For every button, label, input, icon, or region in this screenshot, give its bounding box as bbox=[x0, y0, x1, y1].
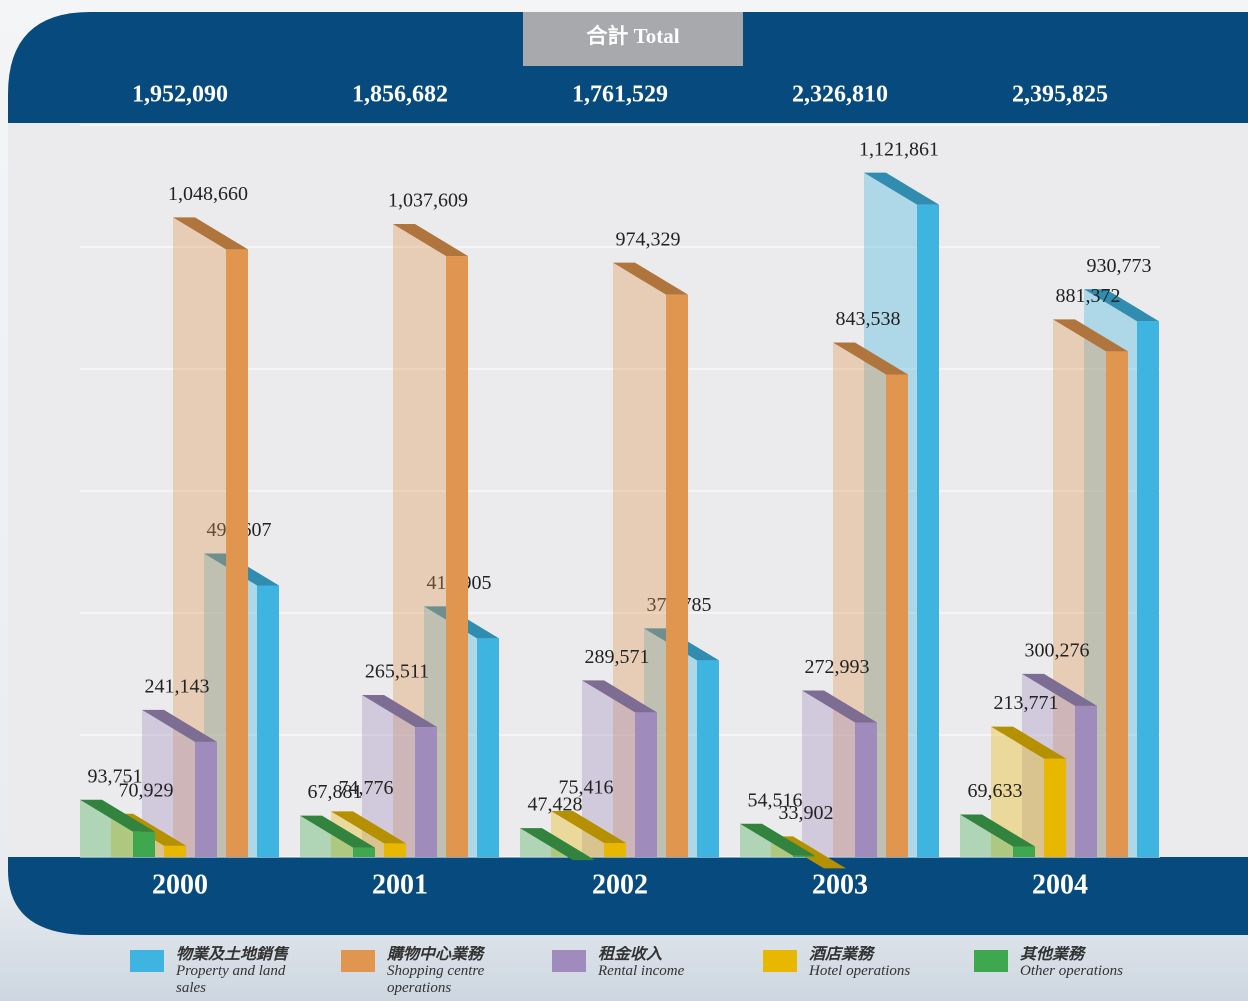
value-label: 93,751 bbox=[88, 765, 143, 787]
value-label: 47,428 bbox=[528, 794, 583, 816]
x-tick-label: 2004 bbox=[1032, 869, 1088, 900]
bar-side bbox=[635, 712, 657, 857]
page: 合計 Total 497,607410,905374,7851,121,8619… bbox=[0, 0, 1248, 1001]
legend-swatch bbox=[130, 950, 164, 972]
legend-label-en: Rental income bbox=[598, 963, 718, 980]
bar-side bbox=[1106, 351, 1128, 857]
legend-label: 購物中心業務 bbox=[387, 946, 507, 963]
total-label: 2,395,825 bbox=[1012, 82, 1108, 108]
value-label: 843,538 bbox=[836, 308, 901, 330]
bar-side bbox=[384, 843, 406, 857]
value-label: 241,143 bbox=[145, 675, 210, 697]
value-label: 930,773 bbox=[1087, 255, 1152, 277]
bar-side bbox=[666, 295, 688, 857]
bar-side bbox=[446, 256, 468, 857]
bar-side bbox=[1044, 759, 1066, 857]
legend-text: 酒店業務Hotel operations bbox=[809, 946, 929, 980]
bar-side bbox=[353, 848, 375, 857]
bar-side bbox=[855, 722, 877, 857]
legend-swatch bbox=[974, 950, 1008, 972]
total-label: 1,952,090 bbox=[132, 82, 228, 108]
legend-label: 租金收入 bbox=[598, 946, 718, 963]
legend-label-en: Other operations bbox=[1020, 963, 1140, 980]
chart-title: 合計 Total bbox=[586, 24, 679, 48]
bar-side bbox=[1137, 321, 1159, 857]
bar-side bbox=[257, 585, 279, 857]
legend-item: 租金收入Rental income bbox=[552, 946, 752, 1001]
value-label: 54,516 bbox=[748, 789, 803, 811]
value-label: 1,037,609 bbox=[388, 190, 468, 212]
x-tick-label: 2001 bbox=[372, 869, 428, 900]
legend-swatch bbox=[763, 950, 797, 972]
value-label: 300,276 bbox=[1025, 639, 1090, 661]
bar-side bbox=[1013, 847, 1035, 857]
value-label: 881,372 bbox=[1056, 285, 1121, 307]
value-label: 974,329 bbox=[616, 228, 681, 250]
bar-side bbox=[697, 660, 719, 857]
legend-label: 酒店業務 bbox=[809, 946, 929, 963]
legend-label: 其他業務 bbox=[1020, 946, 1140, 963]
legend-label-en: Shopping centre operations bbox=[387, 963, 507, 997]
bar-side bbox=[1075, 706, 1097, 857]
value-label: 213,771 bbox=[994, 692, 1059, 714]
legend-swatch bbox=[552, 950, 586, 972]
bar-side bbox=[164, 846, 186, 857]
value-label: 69,633 bbox=[968, 780, 1023, 802]
bar-side bbox=[604, 843, 626, 857]
legend-swatch bbox=[341, 950, 375, 972]
value-label: 1,121,861 bbox=[859, 138, 939, 160]
bar-side bbox=[226, 249, 248, 857]
legend-label: 物業及土地銷售 bbox=[176, 946, 296, 963]
x-tick-label: 2003 bbox=[812, 869, 868, 900]
bar-side bbox=[195, 742, 217, 857]
x-tick-label: 2000 bbox=[152, 869, 208, 900]
legend-label-en: Hotel operations bbox=[809, 963, 929, 980]
value-label: 272,993 bbox=[805, 656, 870, 678]
bar-side bbox=[886, 374, 908, 857]
bar-side bbox=[415, 727, 437, 857]
bar-side bbox=[793, 856, 815, 857]
chart: 合計 Total 497,607410,905374,7851,121,8619… bbox=[0, 0, 1248, 1001]
bar-side bbox=[917, 205, 939, 857]
bar-side bbox=[477, 638, 499, 857]
x-tick-label: 2002 bbox=[592, 869, 648, 900]
legend-label-en: Property and land sales bbox=[176, 963, 296, 997]
bar-side bbox=[133, 832, 155, 857]
value-label: 67,881 bbox=[308, 781, 363, 803]
value-label: 289,571 bbox=[585, 646, 650, 668]
value-label: 265,511 bbox=[365, 661, 429, 683]
value-label: 1,048,660 bbox=[168, 183, 248, 205]
total-label: 2,326,810 bbox=[792, 82, 888, 108]
total-label: 1,761,529 bbox=[572, 82, 668, 108]
total-label: 1,856,682 bbox=[352, 82, 448, 108]
